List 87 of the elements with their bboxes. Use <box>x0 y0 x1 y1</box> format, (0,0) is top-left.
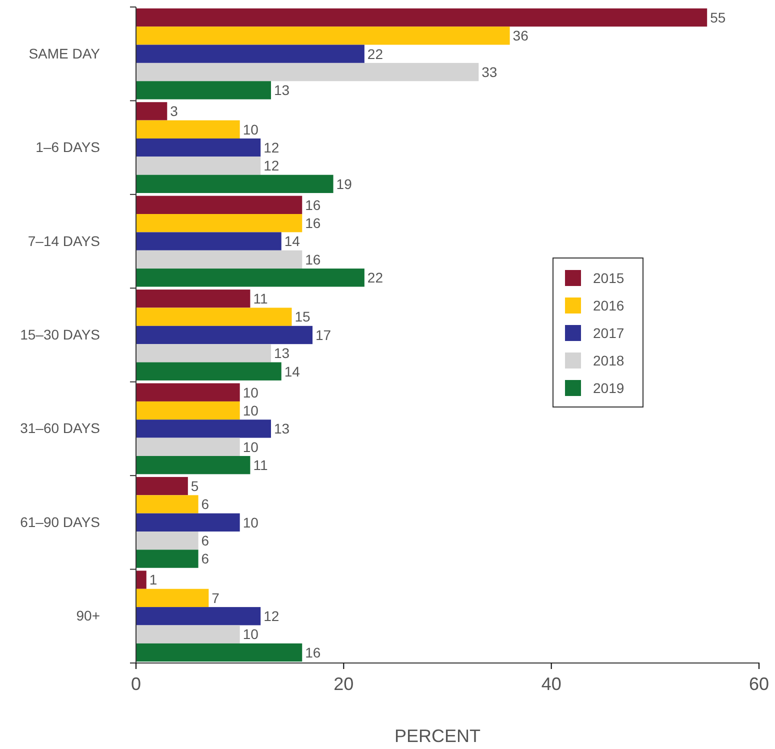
data-label: 5 <box>190 478 199 494</box>
data-label: 14 <box>284 363 300 380</box>
bar <box>136 383 240 402</box>
bar <box>136 138 261 157</box>
data-label: 16 <box>305 196 321 213</box>
data-label: 13 <box>274 82 290 98</box>
data-label: 3 <box>170 103 178 120</box>
bar <box>136 438 240 456</box>
bar <box>136 268 364 287</box>
data-label: 13 <box>274 420 290 437</box>
legend-label: 2017 <box>593 324 624 341</box>
y-tick-label: 7–14 DAYS <box>28 232 100 249</box>
bar <box>136 326 313 344</box>
bar <box>136 570 146 589</box>
data-label: 19 <box>336 176 352 192</box>
data-label: 6 <box>201 550 210 567</box>
legend-label: 2018 <box>593 352 624 368</box>
bar <box>136 420 271 438</box>
data-label: 12 <box>264 608 280 624</box>
bar <box>136 344 271 362</box>
x-tick-label: 60 <box>748 674 770 694</box>
bar <box>136 495 198 514</box>
y-tick-label: 1–6 DAYS <box>36 139 100 156</box>
bar <box>136 643 302 662</box>
bar <box>136 625 240 644</box>
bar <box>136 456 250 474</box>
bar <box>136 532 198 550</box>
data-label: 22 <box>367 270 384 286</box>
data-label: 10 <box>242 514 259 530</box>
bar <box>136 120 240 138</box>
y-tick-label: 90+ <box>76 608 100 624</box>
data-label: 16 <box>305 644 321 660</box>
bar <box>136 607 261 626</box>
data-label: 12 <box>264 139 280 156</box>
bar <box>136 174 334 194</box>
bar <box>136 476 188 496</box>
bar <box>136 401 240 420</box>
data-label: 10 <box>242 626 259 642</box>
bar <box>136 232 282 250</box>
bar <box>136 156 261 175</box>
bar <box>136 26 510 45</box>
data-label: 6 <box>201 496 210 512</box>
bar <box>136 62 479 82</box>
data-label: 15 <box>294 308 311 325</box>
legend-label: 2015 <box>593 270 624 286</box>
data-label: 14 <box>284 233 300 250</box>
bar <box>136 214 302 232</box>
data-label: 33 <box>482 64 498 80</box>
data-label: 12 <box>264 158 280 174</box>
bar <box>136 196 302 214</box>
bar <box>136 44 364 63</box>
bar <box>136 588 209 608</box>
data-label: 1 <box>149 572 158 588</box>
bar <box>136 308 292 326</box>
data-label: 7 <box>212 590 220 606</box>
y-tick-label: 31–60 DAYS <box>20 420 100 436</box>
data-label: 55 <box>710 9 726 26</box>
x-tick-label: 20 <box>334 674 354 694</box>
bar <box>136 362 282 380</box>
data-label: 10 <box>242 384 259 400</box>
bar <box>136 513 240 532</box>
data-label: 10 <box>242 402 259 418</box>
y-tick-label: SAME DAY <box>28 45 101 62</box>
legend-label: 2016 <box>593 297 624 314</box>
data-label: 11 <box>253 456 268 473</box>
data-label: 13 <box>274 345 290 362</box>
legend-label: 2019 <box>593 380 624 396</box>
data-label: 16 <box>305 251 321 268</box>
bar <box>136 250 302 269</box>
data-label: 10 <box>242 121 259 138</box>
data-label: 6 <box>201 532 210 549</box>
data-label: 22 <box>367 46 384 62</box>
bar <box>136 81 271 100</box>
x-axis-title: PERCENT <box>394 726 481 746</box>
bar <box>136 102 168 120</box>
data-label: 16 <box>305 215 321 232</box>
y-tick-label: 61–90 DAYS <box>20 514 100 530</box>
bar <box>136 8 708 27</box>
data-label: 36 <box>512 28 529 44</box>
x-tick-label: 40 <box>541 674 562 694</box>
data-label: 10 <box>242 438 259 455</box>
bar <box>136 550 198 568</box>
bar <box>136 290 250 308</box>
x-tick-label: 0 <box>130 674 142 694</box>
data-label: 17 <box>316 326 332 343</box>
y-tick-label: 15–30 DAYS <box>20 326 100 342</box>
data-label: 11 <box>253 290 268 307</box>
